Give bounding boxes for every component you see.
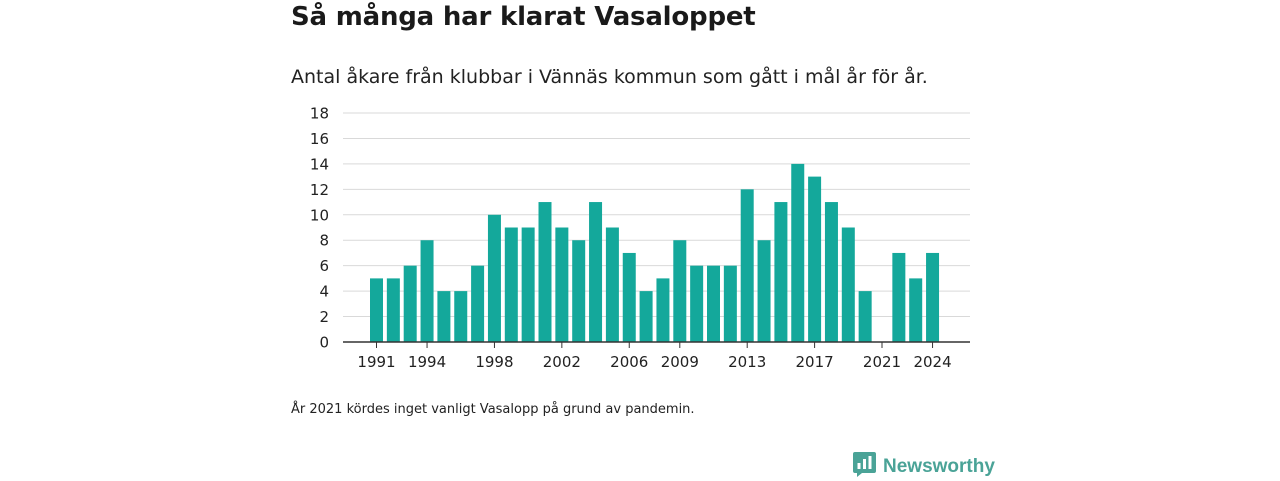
bar-2001 <box>538 202 552 342</box>
brand-name: Newsworthy <box>883 455 995 477</box>
bar-2003 <box>572 240 586 342</box>
bar-2004 <box>589 202 603 342</box>
bar-1993 <box>403 265 417 342</box>
bar-2012 <box>723 265 737 342</box>
bar-1997 <box>471 265 485 342</box>
bar-2023 <box>909 278 923 342</box>
x-tick-label: 2013 <box>728 353 766 371</box>
y-tick-label: 2 <box>319 308 329 326</box>
bar-2015 <box>774 202 788 342</box>
x-axis-ticks: 1991 1994 1998 2002 2006 2009 2013 2017 2021 2024 <box>357 342 952 371</box>
x-tick-label: 2021 <box>863 353 901 371</box>
bar-2014 <box>757 240 771 342</box>
bar-2010 <box>690 265 704 342</box>
bar-1998 <box>487 214 501 342</box>
y-tick-label: 14 <box>310 155 329 173</box>
x-tick-label: 1994 <box>408 353 446 371</box>
bar-2008 <box>656 278 670 342</box>
x-tick-label: 2017 <box>796 353 834 371</box>
y-tick-label: 18 <box>310 105 329 123</box>
chart-title: Så många har klarat Vasaloppet <box>291 2 756 32</box>
bar-1995 <box>437 291 451 342</box>
y-tick-label: 6 <box>319 257 329 275</box>
bar-2002 <box>555 227 569 342</box>
x-tick-label: 2024 <box>913 353 951 371</box>
bar-1994 <box>420 240 434 342</box>
bar-2024 <box>926 252 940 342</box>
bar-2022 <box>892 252 906 342</box>
footnote: År 2021 kördes inget vanligt Vasalopp på… <box>291 402 695 417</box>
x-tick-label: 2002 <box>543 353 581 371</box>
bar-1999 <box>504 227 518 342</box>
bars <box>370 163 940 342</box>
x-tick-label: 1998 <box>475 353 513 371</box>
bar-2017 <box>808 176 822 342</box>
x-tick-label: 1991 <box>357 353 395 371</box>
y-tick-label: 4 <box>319 283 329 301</box>
y-tick-label: 12 <box>310 181 329 199</box>
bar-2020 <box>858 291 872 342</box>
bar-2009 <box>673 240 687 342</box>
y-tick-label: 0 <box>319 334 329 352</box>
y-tick-label: 8 <box>319 232 329 250</box>
bar-2013 <box>740 189 754 342</box>
bar-2011 <box>707 265 720 342</box>
y-axis-ticks: 0 2 4 6 8 10 12 14 16 18 <box>310 105 329 352</box>
newsworthy-logo-icon <box>853 452 876 481</box>
y-tick-label: 10 <box>310 206 329 224</box>
bar-2016 <box>791 163 805 342</box>
chart-subtitle: Antal åkare från klubbar i Vännäs kommun… <box>291 66 928 88</box>
y-tick-label: 16 <box>310 130 329 148</box>
x-tick-label: 2006 <box>610 353 648 371</box>
bar-1991 <box>370 278 383 342</box>
bar-2006 <box>622 252 636 342</box>
bar-chart: 0 2 4 6 8 10 12 14 16 18 1991 1994 1998 2002 2006 2009… <box>310 105 970 371</box>
bar-2000 <box>521 227 535 342</box>
bar-2007 <box>639 291 653 342</box>
bar-2019 <box>841 227 855 342</box>
brand-logo[interactable]: Newsworthy <box>853 452 995 481</box>
bar-2005 <box>605 227 619 342</box>
bar-1992 <box>386 278 400 342</box>
x-tick-label: 2009 <box>661 353 699 371</box>
bar-1996 <box>454 291 468 342</box>
bar-2018 <box>824 202 838 342</box>
